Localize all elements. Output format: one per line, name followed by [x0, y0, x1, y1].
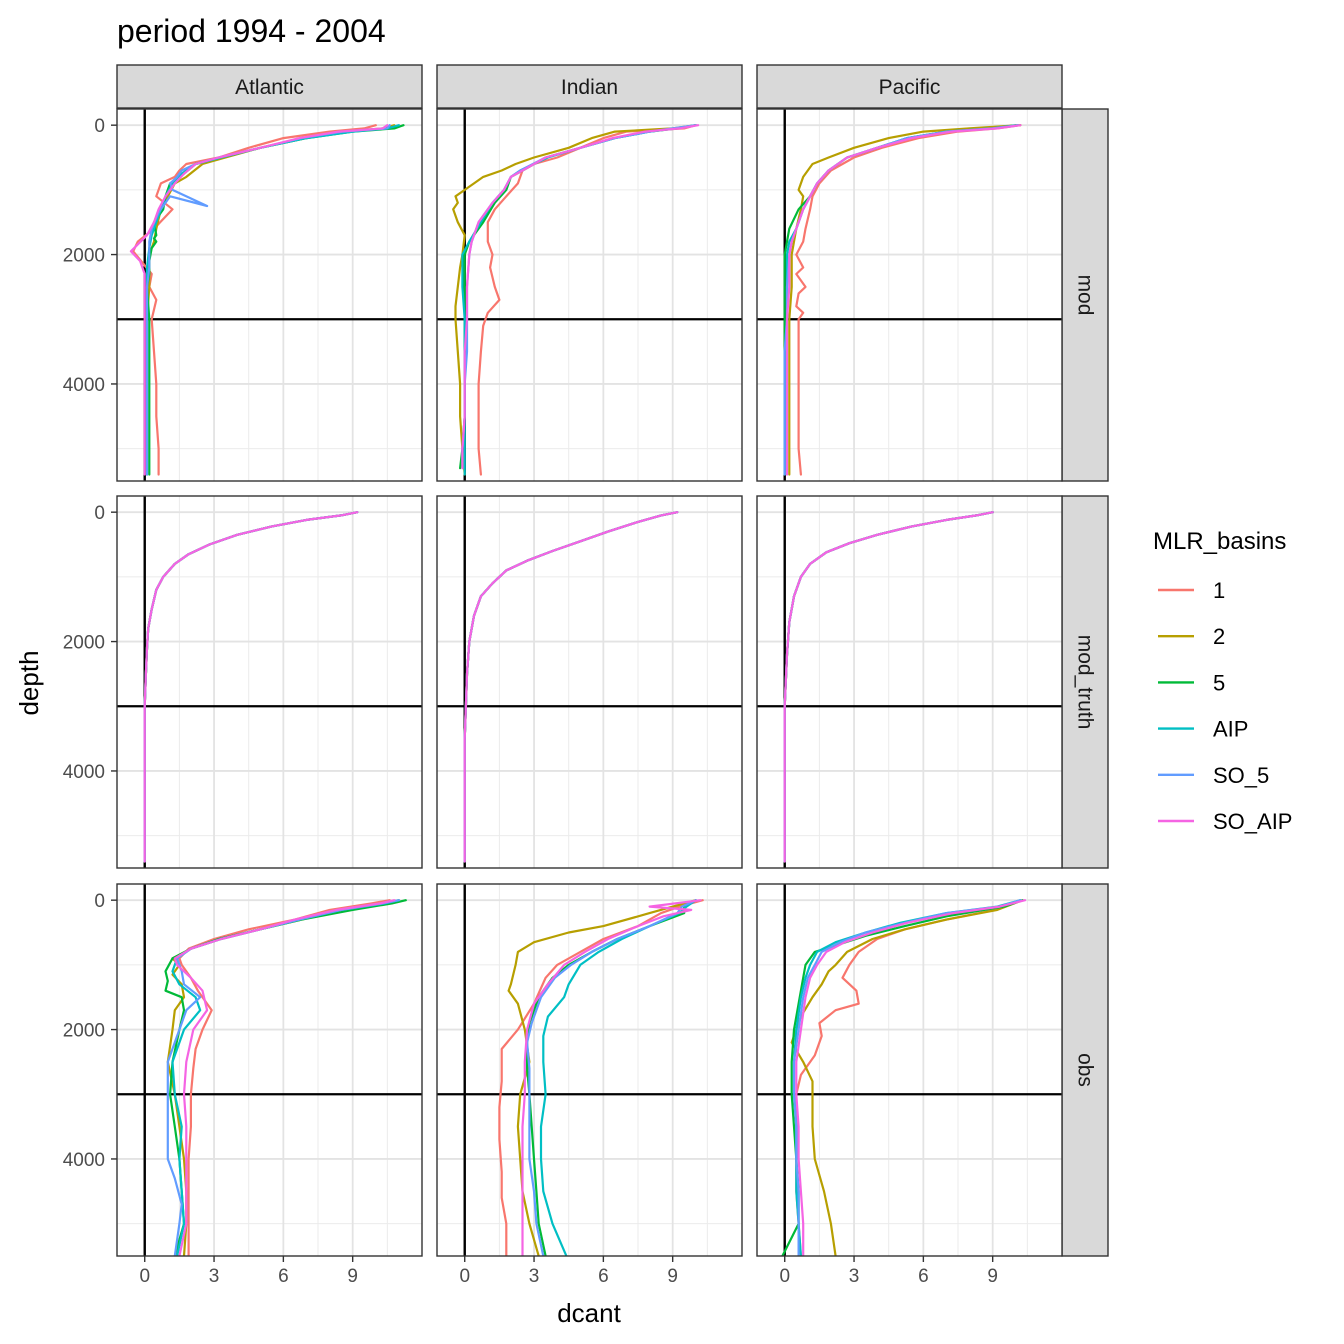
series-line-so-aip: [785, 124, 1022, 476]
series-line-2: [507, 899, 697, 1256]
x-axis-title: dcant: [557, 1298, 621, 1328]
panel-series: [463, 511, 679, 863]
x-tick-label: 3: [209, 1266, 220, 1287]
facet-strip-indian: [436, 64, 743, 109]
series-line-2: [788, 124, 1022, 476]
panel-mod-indian: [436, 108, 743, 482]
facet-strip-label-pacific: Pacific: [879, 76, 941, 99]
x-tick-label: 0: [459, 1266, 470, 1287]
x-tick-label: 6: [598, 1266, 609, 1287]
x-tick-label: 3: [849, 1266, 860, 1287]
y-tick-label: 4000: [63, 762, 105, 783]
facet-strip-mod: [1061, 108, 1109, 482]
facet-strip-label-obs: obs: [1074, 1053, 1097, 1087]
series-line-so-aip: [173, 899, 396, 1256]
x-tick-label: 9: [667, 1266, 678, 1287]
panel-border: [116, 883, 423, 1257]
panel-mod-atlantic: 0 2000 4000: [63, 108, 423, 482]
panel-background: [117, 884, 422, 1256]
y-tick-label: 0: [94, 503, 105, 524]
panel-background: [757, 109, 1062, 481]
series-line-2: [790, 899, 1024, 1256]
facet-strip-mod-truth: [1061, 495, 1109, 869]
facet-strip-pacific: [756, 64, 1063, 109]
legend-label-2: 2: [1213, 624, 1225, 649]
legend-title: MLR_basins: [1153, 528, 1286, 555]
panel-obs-pacific: 0 3 6 9: [756, 883, 1063, 1287]
x-tick-label: 6: [278, 1266, 289, 1287]
x-tick-label: 9: [987, 1266, 998, 1287]
x-tick-label: 0: [779, 1266, 790, 1287]
y-axis-title: depth: [14, 650, 44, 715]
panel-border: [116, 495, 423, 869]
panel-border: [436, 883, 743, 1257]
series-line-so-5: [526, 899, 697, 1256]
facet-strip-obs: [1061, 883, 1109, 1257]
series-line-so-aip: [461, 124, 700, 470]
x-tick-label: 3: [529, 1266, 540, 1287]
legend: MLR_basins 1 2 5 AIP SO_5 SO_AIP: [1153, 528, 1292, 834]
facet-strip-atlantic: [116, 64, 423, 109]
panel-border: [436, 495, 743, 869]
y-tick-label: 0: [94, 116, 105, 137]
facet-strip-label-atlantic: Atlantic: [235, 76, 304, 99]
panel-background: [117, 496, 422, 868]
chart-title: period 1994 - 2004: [117, 13, 386, 49]
panel-grid: [757, 496, 1062, 868]
facet-strip-label-mod: mod: [1074, 275, 1097, 316]
panel-border: [436, 108, 743, 482]
panel-series: [783, 124, 1022, 476]
series-line-so-aip: [783, 511, 994, 863]
panel-series: [143, 511, 359, 863]
series-line-2: [452, 124, 697, 476]
panel-border: [756, 883, 1063, 1257]
facet-strip-label-indian: Indian: [561, 76, 618, 99]
panel-border: [756, 108, 1063, 482]
panel-background: [437, 884, 742, 1256]
panel-background: [117, 109, 422, 481]
panel-series: [452, 124, 700, 476]
panel-series: [781, 899, 1027, 1256]
panel-obs-atlantic: 0 2000 4000 0 3 6 9: [63, 883, 423, 1287]
y-tick-label: 2000: [63, 1021, 105, 1042]
panel-obs-indian: 0 3 6 9: [436, 883, 743, 1287]
legend-label-aip: AIP: [1213, 717, 1248, 742]
panel-background: [437, 109, 742, 481]
panel-series: [783, 511, 994, 863]
y-tick-label: 2000: [63, 633, 105, 654]
x-tick-label: 0: [139, 1266, 150, 1287]
panel-mod-pacific: [756, 108, 1063, 482]
series-line-so-aip: [129, 124, 389, 476]
panel-mod-truth-indian: [436, 495, 743, 869]
y-tick-label: 2000: [63, 246, 105, 267]
panel-background: [757, 496, 1062, 868]
legend-label-so-5: SO_5: [1213, 763, 1269, 788]
y-tick-label: 4000: [63, 375, 105, 396]
panel-mod-truth-pacific: [756, 495, 1063, 869]
panel-series: [129, 124, 405, 476]
y-tick-label: 0: [94, 891, 105, 912]
panel-background: [437, 496, 742, 868]
panel-border: [116, 108, 423, 482]
legend-label-5: 5: [1213, 670, 1225, 695]
panel-mod-truth-atlantic: 0 2000 4000: [63, 495, 423, 869]
x-tick-label: 6: [918, 1266, 929, 1287]
panel-background: [757, 884, 1062, 1256]
legend-label-1: 1: [1213, 578, 1225, 603]
series-line-1: [795, 124, 1022, 476]
x-tick-label: 9: [347, 1266, 358, 1287]
series-line-so-aip: [143, 511, 359, 863]
panel-series: [498, 899, 704, 1256]
series-line-so-aip: [463, 511, 679, 863]
panel-series: [164, 899, 407, 1256]
panel-border: [756, 495, 1063, 869]
legend-label-so-aip: SO_AIP: [1213, 809, 1292, 834]
series-line-so-aip: [795, 899, 1027, 1256]
y-tick-label: 4000: [63, 1150, 105, 1171]
series-line-so-aip: [521, 899, 702, 1256]
series-line-1: [132, 124, 377, 476]
facet-strip-label-mod-truth: mod_truth: [1074, 635, 1097, 730]
